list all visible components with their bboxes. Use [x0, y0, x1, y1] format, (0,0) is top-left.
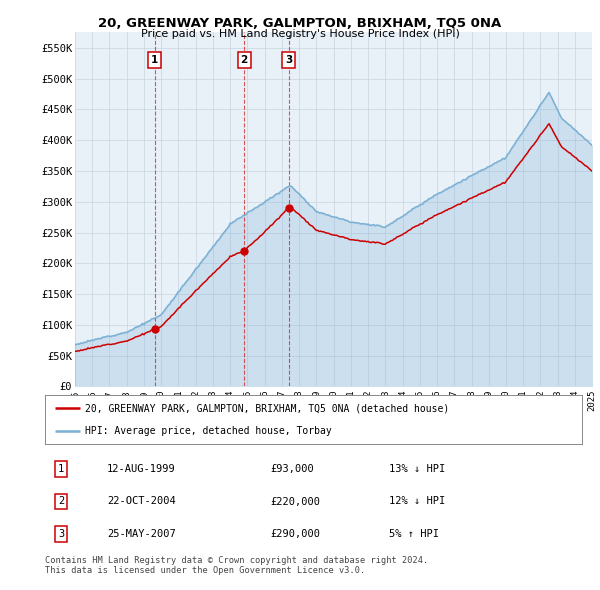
Text: 20, GREENWAY PARK, GALMPTON, BRIXHAM, TQ5 0NA: 20, GREENWAY PARK, GALMPTON, BRIXHAM, TQ… — [98, 17, 502, 30]
Text: Contains HM Land Registry data © Crown copyright and database right 2024.
This d: Contains HM Land Registry data © Crown c… — [45, 556, 428, 575]
Text: 12% ↓ HPI: 12% ↓ HPI — [389, 497, 445, 506]
Text: 13% ↓ HPI: 13% ↓ HPI — [389, 464, 445, 474]
Text: £220,000: £220,000 — [271, 497, 320, 506]
Text: 1: 1 — [58, 464, 64, 474]
Text: 12-AUG-1999: 12-AUG-1999 — [107, 464, 176, 474]
Text: HPI: Average price, detached house, Torbay: HPI: Average price, detached house, Torb… — [85, 425, 332, 435]
Text: 25-MAY-2007: 25-MAY-2007 — [107, 529, 176, 539]
Text: 2: 2 — [58, 497, 64, 506]
Text: 5% ↑ HPI: 5% ↑ HPI — [389, 529, 439, 539]
Text: 2: 2 — [241, 55, 248, 65]
Text: 3: 3 — [285, 55, 292, 65]
Text: 20, GREENWAY PARK, GALMPTON, BRIXHAM, TQ5 0NA (detached house): 20, GREENWAY PARK, GALMPTON, BRIXHAM, TQ… — [85, 404, 449, 414]
Text: £93,000: £93,000 — [271, 464, 314, 474]
Text: Price paid vs. HM Land Registry's House Price Index (HPI): Price paid vs. HM Land Registry's House … — [140, 29, 460, 39]
Text: 22-OCT-2004: 22-OCT-2004 — [107, 497, 176, 506]
Text: 3: 3 — [58, 529, 64, 539]
Text: 1: 1 — [151, 55, 158, 65]
Text: £290,000: £290,000 — [271, 529, 320, 539]
